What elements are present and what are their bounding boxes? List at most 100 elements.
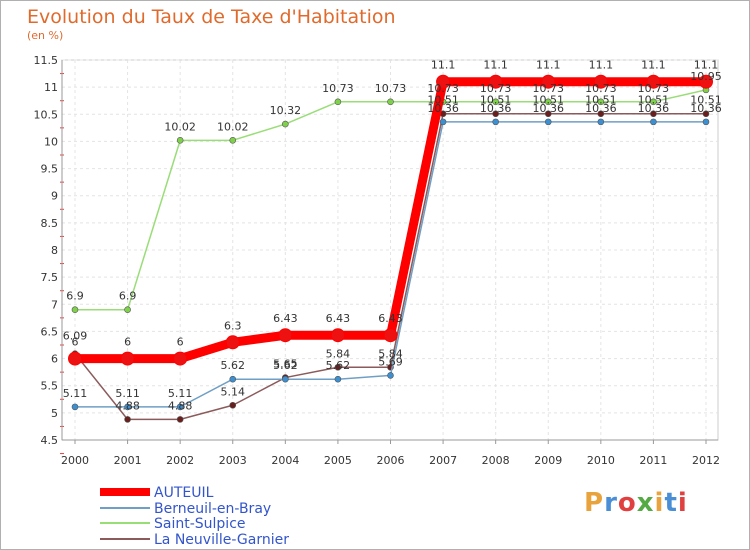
- data-label: 10.73: [322, 82, 354, 95]
- data-label: 10.36: [638, 102, 670, 115]
- data-label: 10.36: [690, 102, 722, 115]
- legend-label: Saint-Sulpice: [154, 516, 246, 532]
- x-tick-label: 2008: [482, 454, 510, 467]
- data-point: [492, 110, 499, 118]
- data-label: 10.51: [638, 94, 670, 107]
- data-label: 10.51: [533, 94, 565, 107]
- data-label: 10.73: [427, 82, 459, 95]
- chart-title: Evolution du Taux de Taxe d'Habitation: [27, 6, 396, 28]
- data-label: 6.9: [66, 290, 84, 303]
- chart-ylabel: (en %): [27, 29, 64, 42]
- data-label: 6.43: [326, 312, 351, 325]
- y-tick-label: 5.5: [41, 380, 59, 393]
- x-tick-label: 2003: [219, 454, 247, 467]
- data-point: [334, 98, 342, 106]
- data-label: 4.88: [168, 399, 193, 412]
- data-point: [71, 306, 79, 314]
- data-point: [229, 401, 237, 409]
- data-label: 10.36: [533, 102, 565, 115]
- y-tick-label: 11.5: [34, 54, 59, 67]
- y-tick-label: 9.5: [41, 163, 59, 176]
- data-point: [492, 118, 499, 126]
- data-point: [492, 98, 499, 106]
- data-point: [176, 403, 184, 411]
- data-label: 10.36: [585, 102, 617, 115]
- data-label: 5.62: [221, 359, 246, 372]
- data-label: 6: [72, 336, 79, 349]
- data-point: [176, 416, 184, 423]
- x-tick-label: 2011: [639, 454, 667, 467]
- x-tick-label: 2009: [534, 454, 562, 467]
- data-point: [124, 403, 131, 411]
- data-point: [334, 363, 342, 371]
- data-label: 5.14: [221, 385, 246, 398]
- data-point: [330, 328, 345, 343]
- logo-letter: t: [664, 488, 678, 518]
- data-point: [173, 351, 188, 366]
- data-label: 10.73: [375, 82, 407, 95]
- data-label: 5.65: [273, 358, 298, 371]
- logo-letter: P: [584, 488, 605, 518]
- data-point: [646, 74, 661, 89]
- data-label: 5.69: [378, 355, 403, 368]
- data-label: 10.73: [480, 82, 512, 95]
- logo-letter: o: [617, 488, 637, 518]
- x-tick-label: 2000: [61, 454, 89, 467]
- y-tick-label: 7: [51, 298, 58, 311]
- data-point: [225, 335, 240, 350]
- legend-label: AUTEUIL: [154, 485, 214, 501]
- data-point: [383, 328, 398, 343]
- data-point: [124, 416, 131, 423]
- data-point: [488, 74, 503, 89]
- data-label: 5.84: [326, 347, 351, 360]
- data-point: [229, 137, 237, 144]
- data-label: 10.36: [427, 102, 459, 115]
- data-label: 11.1: [694, 59, 719, 72]
- data-point: [387, 372, 394, 379]
- logo-letter: i: [677, 488, 688, 518]
- data-label: 5.62: [273, 359, 298, 372]
- data-label: 5.11: [115, 387, 140, 400]
- data-point: [387, 98, 394, 106]
- data-label: 6: [124, 336, 131, 349]
- data-point: [699, 74, 713, 89]
- data-label: 5.11: [168, 387, 193, 400]
- data-label: 10.02: [217, 120, 249, 133]
- data-label: 4.88: [115, 399, 140, 412]
- data-point: [229, 375, 237, 383]
- data-point: [541, 74, 556, 89]
- data-point: [278, 328, 293, 343]
- data-point: [439, 118, 447, 126]
- data-label: 6.43: [273, 312, 298, 325]
- y-tick-label: 7.5: [41, 271, 59, 284]
- data-label: 10.36: [480, 102, 512, 115]
- x-tick-label: 2005: [324, 454, 352, 467]
- data-label: 10.95: [690, 70, 722, 83]
- y-tick-label: 11: [44, 81, 58, 94]
- data-point: [544, 110, 552, 118]
- logo-letter: i: [654, 488, 665, 518]
- data-point: [702, 118, 710, 126]
- data-label: 6.9: [119, 290, 137, 303]
- series-layer: [68, 74, 713, 423]
- data-label: 6: [177, 336, 184, 349]
- x-tick-label: 2004: [271, 454, 299, 467]
- data-label: 10.73: [533, 82, 565, 95]
- data-label: 10.73: [638, 82, 670, 95]
- data-point: [597, 118, 605, 126]
- data-point: [120, 351, 135, 366]
- data-label: 5.62: [326, 359, 351, 372]
- data-label: 6.43: [378, 312, 403, 325]
- data-label: 10.51: [585, 94, 617, 107]
- y-tick-label: 10: [44, 135, 58, 148]
- grid-layer: [61, 59, 719, 441]
- data-point: [650, 118, 657, 126]
- data-label: 5.84: [378, 347, 403, 360]
- data-point: [176, 137, 184, 144]
- data-point: [282, 375, 289, 383]
- y-tick-label: 10.5: [34, 108, 59, 121]
- legend-label: La Neuville-Garnier: [154, 532, 289, 548]
- data-label: 6.3: [224, 319, 242, 332]
- y-tick-label: 4.5: [41, 434, 59, 447]
